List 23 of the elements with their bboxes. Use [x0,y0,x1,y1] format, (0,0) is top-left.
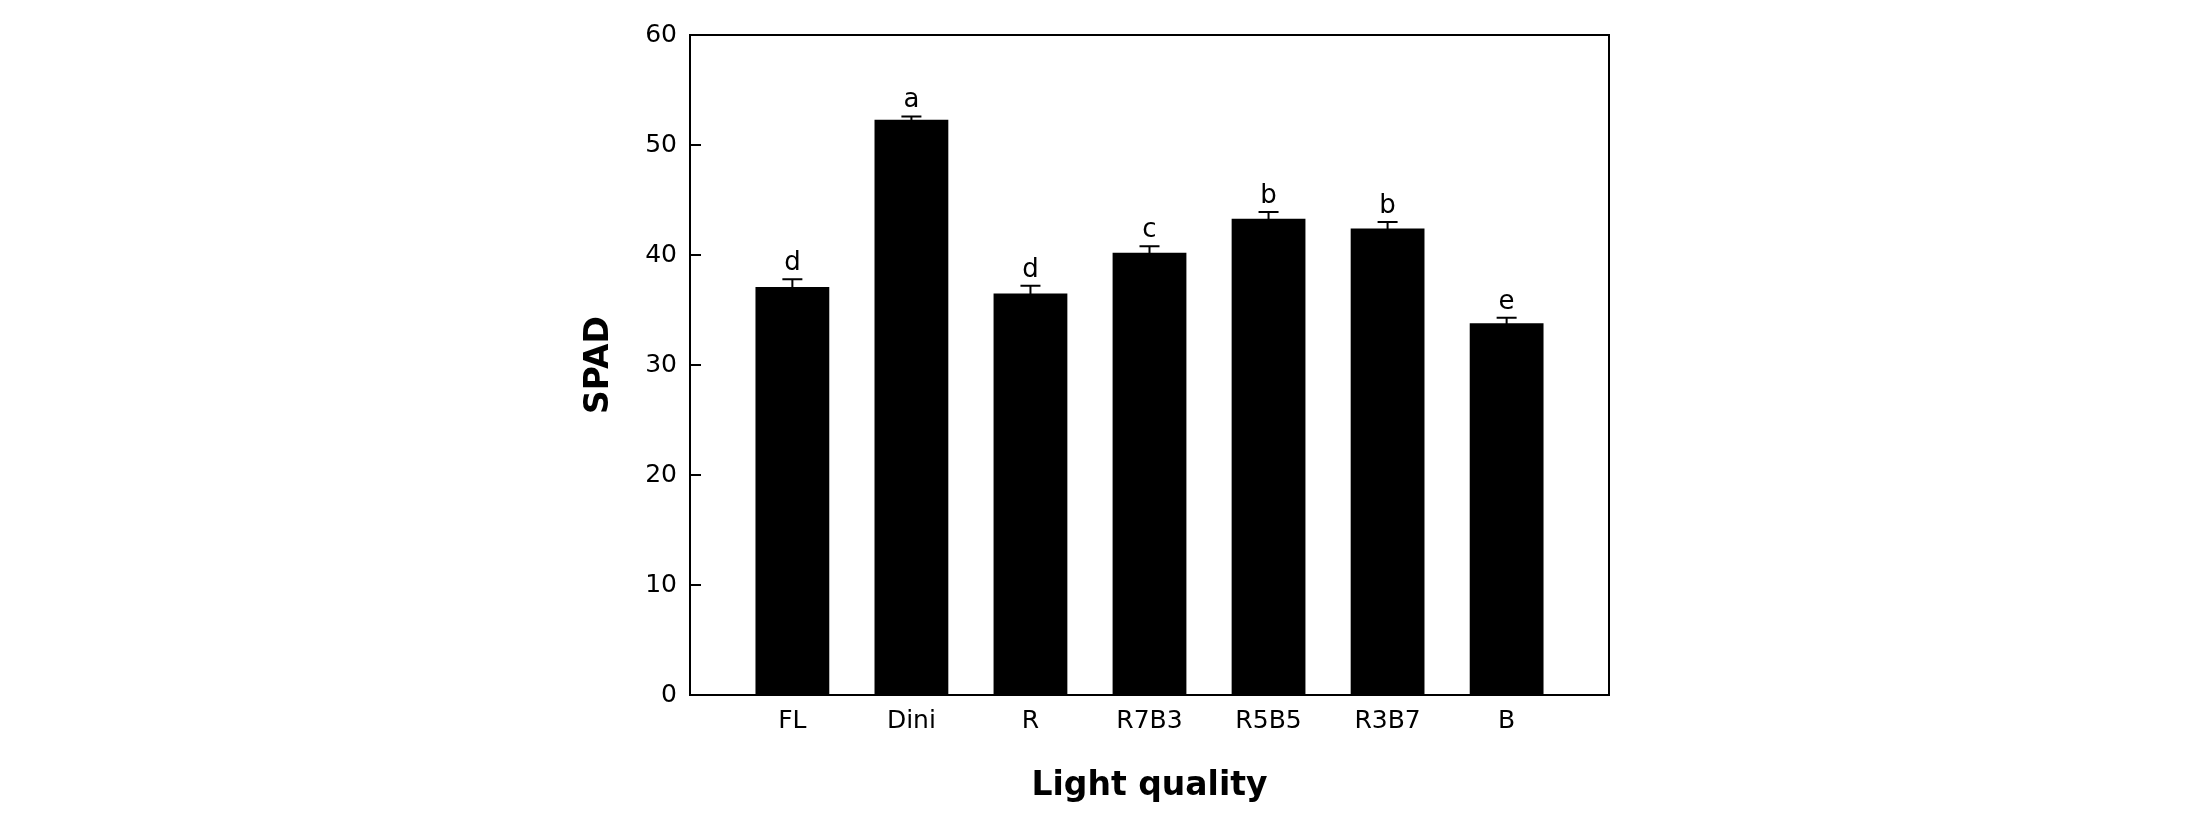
annotation: d [784,246,801,277]
annotation: b [1379,189,1396,219]
x-tick-label: B [1498,704,1516,734]
y-tick-label: 30 [645,348,677,378]
x-tick-label: R [1021,704,1040,734]
x-axis-title: Light quality [1031,763,1268,803]
y-tick-label: 20 [645,458,677,488]
x-tick-label: R7B3 [1116,704,1183,734]
annotation: a [903,83,920,114]
x-tick-label: R5B5 [1235,704,1302,734]
annotation: d [1022,252,1039,283]
y-tick-label: 60 [645,18,677,48]
annotation: e [1498,284,1515,315]
y-tick-label: 40 [645,238,677,268]
x-tick-label: FL [778,704,807,734]
x-tick-label: Dini [886,704,936,734]
x-tick-label: R3B7 [1354,704,1421,734]
annotation: c [1142,213,1157,244]
y-tick-label: 0 [661,678,677,708]
annotation: b [1260,179,1277,210]
y-axis-title: SPAD [577,316,617,414]
y-tick-label: 10 [645,568,677,598]
y-tick-label: 50 [645,128,677,158]
